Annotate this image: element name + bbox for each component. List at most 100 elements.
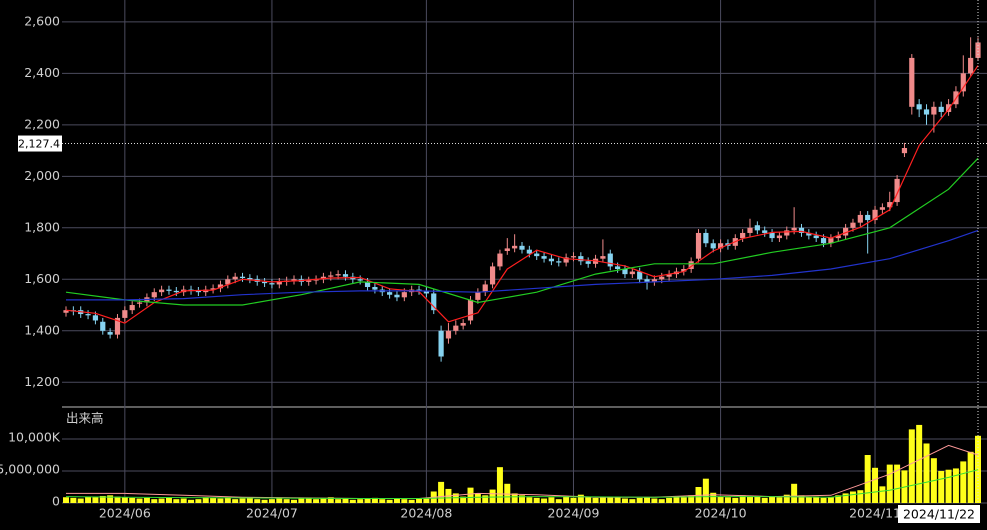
volume-bar <box>511 493 518 503</box>
volume-bar <box>239 498 246 503</box>
candle-body <box>850 222 856 228</box>
candle-body <box>600 256 606 259</box>
candle-body <box>63 310 69 313</box>
candle-body <box>247 278 253 280</box>
candle-body <box>629 271 635 275</box>
candle-body <box>717 243 724 249</box>
volume-bar <box>842 493 849 503</box>
candle-body <box>828 238 834 244</box>
candle-body <box>445 330 452 339</box>
candle-body <box>166 289 172 291</box>
candle-body <box>136 302 143 304</box>
candle-body <box>387 292 393 295</box>
candle-body <box>578 256 584 262</box>
candle-body <box>85 314 91 316</box>
x-tick-label: 2024/06 <box>99 506 151 521</box>
volume-bar <box>143 497 150 503</box>
crosshair-date-label: 2024/11/22 <box>903 507 975 522</box>
volume-bar <box>85 496 92 503</box>
candle-body <box>269 283 275 285</box>
candle-body <box>585 261 591 264</box>
candle-body <box>357 279 363 281</box>
candle-body <box>894 178 900 203</box>
candle-body <box>151 292 157 298</box>
volume-bar <box>129 497 136 503</box>
volume-bar <box>776 497 783 503</box>
volume-bar <box>864 455 871 503</box>
candle-body <box>776 235 783 239</box>
volume-bar <box>886 464 893 503</box>
candle-body <box>313 279 319 281</box>
candle-body <box>482 284 488 293</box>
candle-body <box>342 274 349 277</box>
candle-body <box>931 106 937 115</box>
candle-body <box>659 276 665 280</box>
candle-body <box>666 274 672 277</box>
volume-bar <box>496 467 503 503</box>
volume-bar <box>70 497 77 503</box>
volume-bar <box>114 496 121 503</box>
volume-bar <box>820 497 827 503</box>
candle-body <box>960 73 966 92</box>
volume-bar <box>151 499 158 503</box>
candle-body <box>423 290 429 294</box>
candle-body <box>372 287 378 290</box>
volume-bar <box>195 499 202 503</box>
volume-bar <box>136 498 143 503</box>
candle-body <box>975 42 981 58</box>
volume-bar <box>77 498 84 503</box>
volume-bar <box>960 461 967 503</box>
volume-bar <box>291 499 297 503</box>
volume-bar <box>548 497 555 503</box>
volume-bar <box>952 468 959 503</box>
volume-bar <box>761 497 768 503</box>
volume-bar <box>313 499 320 503</box>
volume-bar <box>673 496 680 503</box>
candle-body <box>526 249 532 254</box>
volume-bar <box>379 499 386 503</box>
volume-bar <box>107 495 114 503</box>
volume-bar <box>298 497 305 503</box>
volume-bar <box>261 499 268 503</box>
volume-bar <box>121 497 128 503</box>
volume-bar <box>489 489 496 503</box>
candle-body <box>747 227 753 233</box>
volume-bar <box>504 483 511 503</box>
candle-body <box>806 232 812 236</box>
volume-bar <box>460 496 467 503</box>
volume-bar <box>335 499 342 503</box>
candle-body <box>453 325 459 331</box>
volume-bar <box>393 498 400 503</box>
candle-body <box>798 227 805 233</box>
candle-body <box>217 284 224 289</box>
volume-bar <box>386 499 393 503</box>
volume-bar <box>688 495 695 503</box>
volume-tick-label: 5,000,000 <box>0 462 60 477</box>
candle-body <box>261 281 268 284</box>
y-tick-label: 2,000 <box>24 168 60 183</box>
volume-bar <box>835 495 842 503</box>
candle-body <box>570 256 577 258</box>
candle-body <box>923 109 930 115</box>
volume-bar <box>577 494 584 503</box>
volume-bar <box>210 497 217 503</box>
candle-body <box>710 243 716 249</box>
volume-bar <box>246 497 253 503</box>
y-tick-label: 1,400 <box>24 322 60 337</box>
volume-bar <box>224 497 231 503</box>
volume-bar <box>923 443 930 503</box>
volume-bar <box>533 497 540 503</box>
x-tick-label: 2024/07 <box>246 506 298 521</box>
volume-bar <box>408 499 415 503</box>
candle-body <box>607 253 613 267</box>
candle-body <box>556 261 562 263</box>
volume-bar <box>467 487 474 503</box>
volume-bar <box>570 497 577 503</box>
candle-body <box>195 290 201 293</box>
candle-body <box>122 310 128 318</box>
volume-bar <box>63 497 69 503</box>
volume-bar <box>526 497 533 503</box>
candle-body <box>644 279 650 282</box>
volume-bar <box>202 497 209 503</box>
volume-bar <box>938 471 945 503</box>
